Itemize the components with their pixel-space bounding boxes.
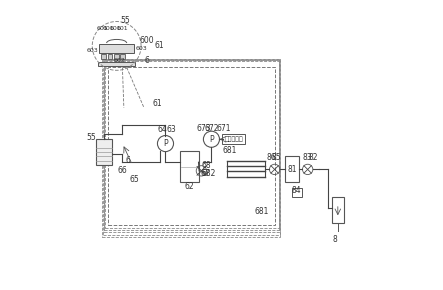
Text: 82: 82 [309, 153, 318, 162]
Text: 601: 601 [103, 26, 115, 31]
Bar [99, 44, 134, 53]
Text: 66: 66 [117, 166, 127, 175]
Bar [180, 151, 198, 182]
Text: 6: 6 [126, 156, 131, 165]
Text: P: P [209, 135, 214, 144]
Text: 601: 601 [97, 26, 108, 31]
Bar [114, 54, 119, 59]
Bar [120, 54, 125, 59]
Text: 603: 603 [86, 48, 98, 53]
Text: 86: 86 [266, 153, 276, 162]
Text: 682: 682 [202, 169, 216, 178]
Text: 601: 601 [117, 26, 128, 31]
Circle shape [157, 135, 174, 152]
Bar [98, 62, 135, 66]
Bar [101, 54, 106, 59]
Text: 673: 673 [197, 124, 212, 133]
Circle shape [203, 131, 219, 147]
Bar [96, 139, 112, 165]
Text: 8: 8 [333, 235, 337, 244]
Bar [292, 188, 302, 197]
Text: 83: 83 [303, 153, 312, 162]
Bar [108, 54, 113, 59]
Text: 油墨存储体: 油墨存储体 [224, 137, 243, 142]
Text: P: P [163, 139, 168, 148]
Text: 6: 6 [144, 56, 149, 65]
Text: 68: 68 [202, 161, 211, 170]
Text: 61: 61 [155, 41, 164, 50]
Text: 67: 67 [201, 169, 210, 178]
Text: 603: 603 [135, 46, 147, 51]
FancyBboxPatch shape [222, 134, 245, 144]
Text: 81: 81 [287, 165, 297, 174]
Bar [285, 157, 299, 182]
Bar [332, 197, 344, 222]
Text: 600: 600 [140, 36, 154, 45]
Text: 64: 64 [158, 125, 167, 134]
Text: 602: 602 [114, 58, 125, 63]
Text: 601: 601 [110, 26, 121, 31]
Text: 672: 672 [205, 124, 219, 133]
Text: 55: 55 [86, 133, 96, 142]
Text: 671: 671 [217, 124, 231, 133]
Text: 84: 84 [292, 186, 302, 195]
Text: 61: 61 [152, 99, 162, 108]
Text: 681: 681 [255, 206, 269, 215]
Text: 63: 63 [167, 125, 176, 134]
Text: 55: 55 [120, 16, 130, 25]
Text: 681: 681 [222, 146, 237, 155]
Text: 85: 85 [272, 153, 281, 162]
Text: 65: 65 [129, 175, 139, 184]
Text: 62: 62 [184, 182, 194, 191]
